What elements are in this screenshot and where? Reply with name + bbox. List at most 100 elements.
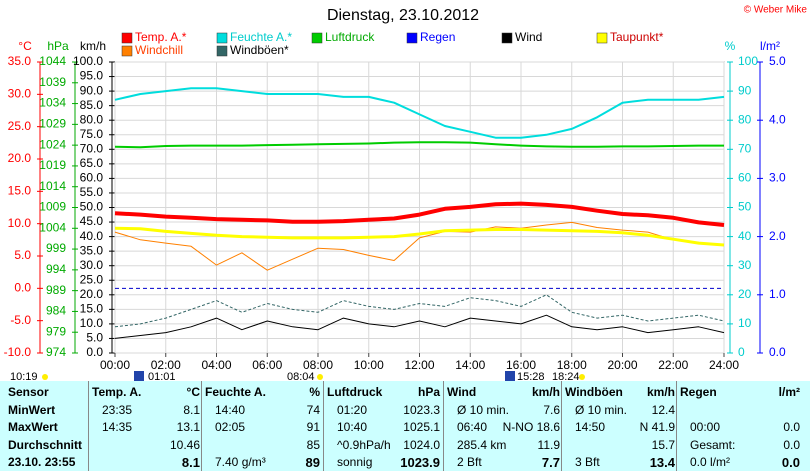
y-tick-label: 999	[46, 241, 66, 255]
chart-title: Dienstag, 23.10.2012	[327, 7, 479, 24]
moon-icon	[134, 371, 144, 381]
legend-label: Taupunkt*	[610, 30, 664, 44]
cell-text: 10:40	[337, 420, 368, 434]
y-tick-label: 5.0	[86, 331, 103, 345]
x-tick-label: 10:00	[354, 358, 384, 372]
cell-text: Ø 10 min.	[457, 402, 510, 417]
header-unit: °C	[186, 385, 200, 399]
legend-label: Windböen*	[230, 43, 289, 57]
y-tick-label: 1029	[39, 117, 66, 131]
cell-text: 00:00	[690, 420, 721, 434]
stats-table: Sensor Temp. A. °C Feuchte A.% Luftdruck hPa W…	[0, 381, 810, 471]
header-cell: Sensor	[8, 385, 49, 399]
legend-swatch	[216, 32, 228, 44]
legend-swatch	[596, 32, 608, 44]
y-tick-label: -10.0	[4, 345, 32, 359]
x-tick-label: 04:00	[201, 358, 231, 372]
legend-swatch	[406, 32, 418, 44]
cell-value: 7.7	[541, 455, 560, 470]
cell-text: 285.4 km	[457, 437, 507, 452]
cell-text: Ø 10 min.	[575, 402, 628, 417]
axis-unit: hPa	[47, 39, 69, 53]
y-tick-label: 3.0	[769, 171, 786, 185]
header-unit: l/m²	[778, 385, 800, 399]
y-tick-label: 50	[738, 200, 752, 214]
y-tick-label: 100.0	[73, 54, 103, 68]
cell-value: 12.4	[651, 402, 675, 417]
y-tick-label: 25.0	[8, 119, 32, 133]
y-tick-label: 984	[46, 304, 66, 318]
y-tick-label: 10.0	[8, 216, 32, 230]
y-tick-label: 90	[738, 83, 752, 97]
row-label: Durchschnitt	[8, 437, 83, 452]
y-tick-label: 2.0	[769, 229, 786, 243]
y-tick-label: 10	[738, 316, 752, 330]
sun-icon	[317, 374, 323, 380]
cell-value: 10.46	[169, 437, 200, 452]
column-divider	[676, 381, 677, 471]
cell-value: 11.9	[537, 437, 560, 452]
y-tick-label: 30.0	[8, 87, 32, 101]
moon-icon	[505, 371, 515, 381]
x-tick-label: 14:00	[455, 358, 485, 372]
y-tick-label: 25.0	[80, 272, 104, 286]
axis-unit: °C	[18, 39, 32, 53]
cell-value: N-NO 18.6	[502, 420, 560, 434]
y-tick-label: 20	[738, 287, 752, 301]
y-tick-label: 35.0	[8, 54, 32, 68]
cell-value: 0.0	[783, 420, 800, 434]
cell-value: 8.1	[181, 455, 200, 470]
x-tick-label: 24:00	[709, 358, 739, 372]
cell-text: 0.0 l/m²	[690, 455, 731, 469]
x-tick-label: 00:00	[100, 358, 130, 372]
series-line	[114, 226, 725, 247]
legend-label: Luftdruck	[325, 30, 375, 44]
y-tick-label: 70.0	[80, 141, 104, 155]
cell-value: 1023.3	[403, 402, 440, 417]
event-time: 15:28	[517, 371, 545, 381]
cell-text: 23:35	[102, 402, 133, 417]
cell-value: 15.7	[651, 437, 675, 452]
legend-label: Temp. A.*	[135, 30, 187, 44]
y-tick-label: 0.0	[769, 345, 786, 359]
y-tick-label: 60	[738, 171, 752, 185]
axis-unit: %	[725, 39, 736, 53]
y-tick-label: -5.0	[10, 313, 31, 327]
y-tick-label: 0.0	[86, 345, 103, 359]
copyright: © Weber Mike	[744, 5, 808, 16]
legend-label: Wind	[515, 30, 542, 44]
legend-label: Windchill	[135, 43, 183, 57]
legend-swatch	[121, 32, 133, 44]
sun-icon	[42, 374, 48, 380]
cell-value: 13.4	[649, 455, 675, 470]
x-tick-label: 06:00	[252, 358, 282, 372]
legend-label: Feuchte A.*	[230, 30, 292, 44]
header-cell: Temp. A.	[92, 385, 142, 399]
x-tick-label: 20:00	[607, 358, 637, 372]
series-line	[114, 314, 725, 339]
y-tick-label: 45.0	[80, 214, 104, 228]
y-tick-label: 65.0	[80, 156, 104, 170]
cell-value: 0.0	[781, 455, 800, 470]
y-tick-label: 70	[738, 141, 752, 155]
y-tick-label: 40	[738, 229, 752, 243]
cell-text: 14:40	[215, 402, 246, 417]
chart: Dienstag, 23.10.2012 © Weber Mike °C35.0…	[4, 5, 808, 381]
legend-swatch	[216, 45, 228, 57]
y-tick-label: 95.0	[80, 69, 104, 83]
x-tick-label: 08:00	[303, 358, 333, 372]
y-tick-label: 974	[46, 345, 66, 359]
y-tick-label: 10.0	[80, 316, 104, 330]
cell-value: 1024.0	[403, 437, 440, 452]
y-tick-label: 85.0	[80, 98, 104, 112]
cell-text: 7.40 g/m³	[215, 455, 266, 469]
y-tick-label: 1019	[39, 158, 66, 172]
y-tick-label: 5.0	[14, 248, 31, 262]
event-time: 01:01	[148, 371, 176, 381]
x-tick-label: 22:00	[658, 358, 688, 372]
cell-text: 06:40	[457, 420, 488, 434]
legend-swatch	[311, 32, 323, 44]
cell-value: 0.0	[783, 437, 800, 452]
header-cell: Luftdruck	[327, 385, 383, 399]
y-tick-label: 15.0	[8, 184, 32, 198]
